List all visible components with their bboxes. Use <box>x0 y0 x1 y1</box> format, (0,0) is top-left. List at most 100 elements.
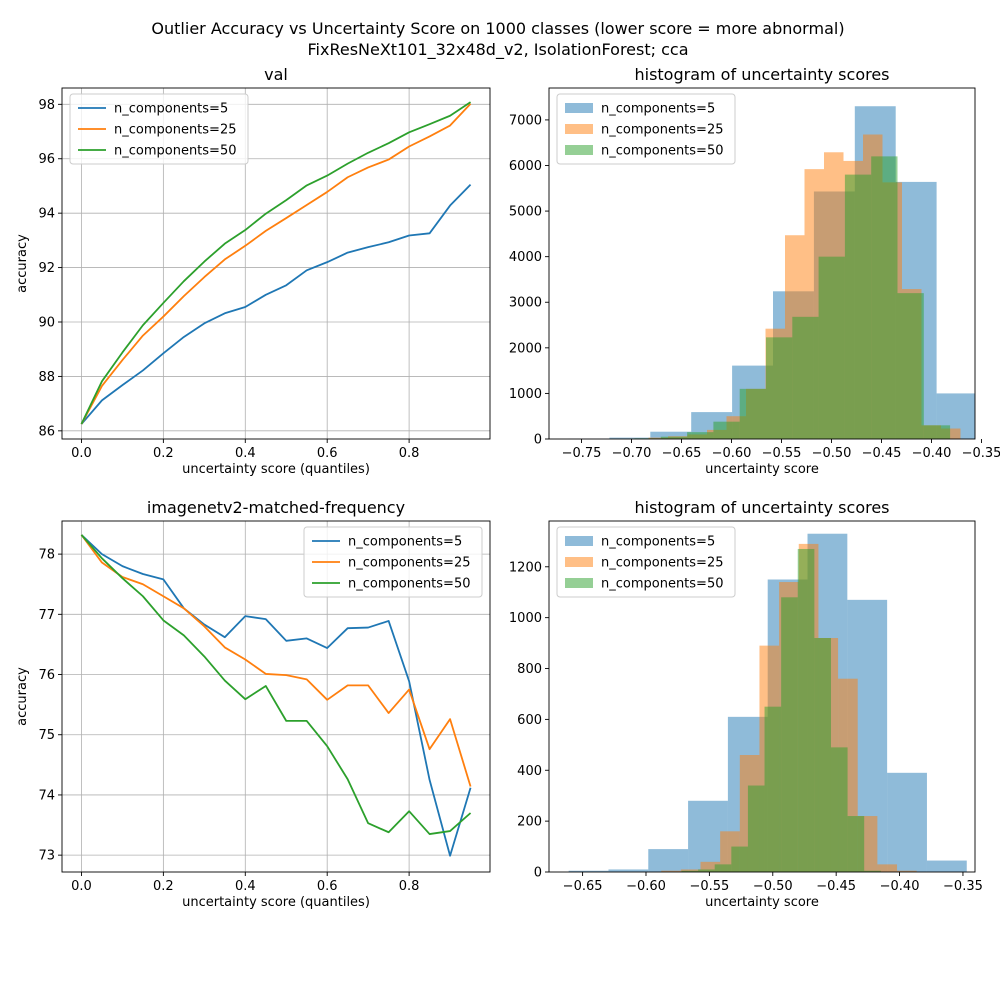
chart4-legend-box <box>556 526 736 598</box>
chart4-legend: n_components=5 n_components=25 n_component… <box>556 526 736 598</box>
chart4-y-tick-label-0: 0 <box>534 866 542 881</box>
chart4-y-tick-label-2: 400 <box>517 764 542 779</box>
chart2-legend-label-3: n_components=50 <box>601 144 724 159</box>
chart1-title: val <box>264 65 288 84</box>
chart1-y-tick-label-5: 96 <box>38 152 55 167</box>
chart1-y-tick-label-1: 88 <box>38 370 55 385</box>
chart2-x-tick-label-4: −0.55 <box>762 446 802 461</box>
chart4-y-tick-label-4: 800 <box>517 662 542 677</box>
chart2-s1-bar-2 <box>609 437 651 439</box>
chart3-legend-label-1: n_components=5 <box>348 535 462 550</box>
chart1-x-tick-label-0: 0.0 <box>71 446 92 461</box>
chart4-s3-bar-4 <box>731 846 748 872</box>
chart4-y-tick-label-6: 1200 <box>509 560 542 575</box>
chart2-y-tick-label-1: 1000 <box>509 387 542 402</box>
chart1-legend-box <box>69 93 249 165</box>
chart4-s1-bar-10 <box>926 860 967 872</box>
chart2-y-tick-label-2: 2000 <box>509 341 542 356</box>
chart4-legend-label-2: n_components=25 <box>601 556 724 571</box>
chart1-y-tick-label-2: 90 <box>38 316 55 331</box>
chart-panel-3: 0.0 0.2 0.4 0.6 0.8 73 74 75 76 77 78 imagenetv2-ma… <box>15 498 491 910</box>
chart3-y-tick-label-3: 76 <box>38 668 55 683</box>
chart4-legend-swatch-1 <box>565 536 593 546</box>
chart1-legend: n_components=5 n_components=25 n_component… <box>69 93 249 165</box>
chart3-y-tick-label-5: 78 <box>38 548 55 563</box>
chart2-s3-bar-7 <box>792 316 819 439</box>
chart2-s3-bar-9 <box>844 174 872 439</box>
chart4-legend-label-1: n_components=5 <box>601 535 715 550</box>
chart3-series-line-2 <box>80 534 472 787</box>
chart1-x-axis-label: uncertainty score (quantiles) <box>182 462 370 477</box>
chart3-y-tick-label-1: 74 <box>38 788 55 803</box>
figure-title-line1: Outlier Accuracy vs Uncertainty Score on… <box>151 19 844 38</box>
chart2-legend-swatch-1 <box>565 103 593 113</box>
chart4-x-tick-label-2: −0.55 <box>689 879 729 894</box>
chart1-legend-label-1: n_components=5 <box>114 102 228 117</box>
chart3-legend: n_components=5 n_components=25 n_component… <box>303 526 483 598</box>
chart3-legend-label-2: n_components=25 <box>348 556 471 571</box>
chart3-x-tick-label-3: 0.6 <box>317 879 338 894</box>
chart2-x-tick-label-3: −0.60 <box>712 446 752 461</box>
chart2-y-tick-label-3: 3000 <box>509 296 542 311</box>
chart4-s3-bar-1 <box>681 870 699 872</box>
chart3-axes-frame <box>61 520 491 873</box>
chart2-y-tick-label-7: 7000 <box>509 113 542 128</box>
chart4-s3-bar-11 <box>847 816 865 872</box>
chart3-plot-area <box>80 534 472 857</box>
chart4-s2-bar-1 <box>661 870 681 872</box>
chart3-x-tick-label-2: 0.4 <box>235 879 256 894</box>
chart2-s1-bar-3 <box>650 431 692 439</box>
chart2-y-tick-label-6: 6000 <box>509 159 542 174</box>
chart4-legend-swatch-3 <box>565 578 593 588</box>
chart2-x-axis-label: uncertainty score <box>705 462 819 477</box>
chart1-legend-label-2: n_components=25 <box>114 123 237 138</box>
chart4-y-tick-label-5: 1000 <box>509 611 542 626</box>
chart2-s3-bar-2 <box>660 436 688 439</box>
chart2-s3-bar-6 <box>766 337 793 439</box>
chart4-series-bars-3 <box>681 548 881 872</box>
chart3-title: imagenetv2-matched-frequency <box>147 498 405 517</box>
chart2-s3-bar-3 <box>687 432 714 439</box>
chart4-s1-bar-1 <box>568 870 609 872</box>
chart4-y-tick-label-3: 600 <box>517 713 542 728</box>
chart4-s3-bar-6 <box>764 706 782 872</box>
chart3-y-tick-label-4: 77 <box>38 608 55 623</box>
chart3-legend-box <box>303 526 483 598</box>
chart4-legend-label-3: n_components=50 <box>601 577 724 592</box>
chart4-x-tick-label-1: −0.60 <box>626 879 666 894</box>
chart2-s3-bar-11 <box>897 293 924 439</box>
chart1-x-tick-label-4: 0.8 <box>399 446 420 461</box>
chart4-s1-bar-9 <box>887 772 927 872</box>
chart3-x-tick-label-1: 0.2 <box>153 879 174 894</box>
chart4-s1-bar-3 <box>648 849 689 872</box>
chart4-s3-bar-5 <box>747 785 765 872</box>
chart2-s2-bar-18 <box>941 428 961 439</box>
chart4-x-tick-label-0: −0.65 <box>563 879 603 894</box>
chart2-y-tick-label-5: 5000 <box>509 205 542 220</box>
chart1-y-tick-label-6: 98 <box>38 98 55 113</box>
chart2-s3-bar-10 <box>871 156 898 439</box>
chart1-series-line-3 <box>80 101 472 425</box>
chart4-axes-frame <box>548 520 976 873</box>
chart2-y-tick-label-4: 4000 <box>509 250 542 265</box>
chart4-s3-bar-3 <box>714 864 732 872</box>
chart2-s3-bar-12 <box>923 425 951 439</box>
chart-panel-2: −0.75 −0.70 −0.65 −0.60 −0.55 −0.50 −0.45 −0.40… <box>509 65 1000 477</box>
chart2-legend-label-2: n_components=25 <box>601 123 724 138</box>
chart2-x-tick-label-5: −0.50 <box>812 446 852 461</box>
chart2-legend-swatch-2 <box>565 124 593 134</box>
chart1-x-tick-label-2: 0.4 <box>235 446 256 461</box>
chart4-plot-area <box>568 533 967 872</box>
chart2-plot-area <box>568 106 975 439</box>
chart1-x-tick-label-3: 0.6 <box>317 446 338 461</box>
chart2-title: histogram of uncertainty scores <box>634 65 889 84</box>
chart1-y-tick-label-4: 94 <box>38 207 55 222</box>
chart4-s3-bar-2 <box>698 869 715 872</box>
chart3-y-axis-label: accuracy <box>15 667 30 726</box>
chart2-x-tick-label-7: −0.40 <box>912 446 952 461</box>
chart1-series-line-2 <box>80 103 472 425</box>
chart2-s3-bar-5 <box>739 388 766 439</box>
chart-panel-4: −0.65 −0.60 −0.55 −0.50 −0.45 −0.40 −0.35 0 200 4… <box>509 498 983 910</box>
chart2-legend-box <box>556 93 736 165</box>
